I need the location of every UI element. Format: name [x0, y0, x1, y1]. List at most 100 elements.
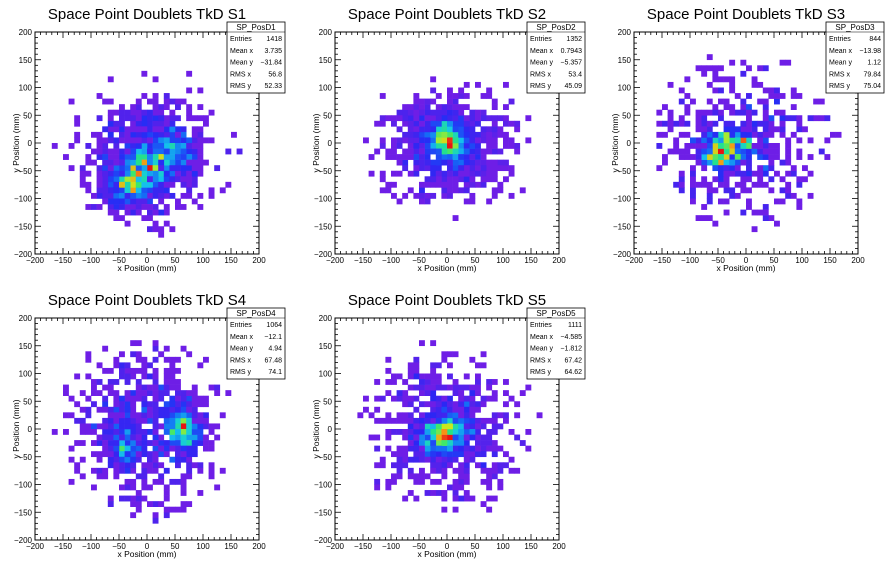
- histogram-bin: [113, 395, 120, 402]
- histogram-bin: [225, 390, 232, 396]
- stats-label: Mean x: [230, 334, 253, 341]
- histogram-bin: [768, 154, 775, 160]
- histogram-bin: [407, 104, 414, 110]
- histogram-bin: [191, 176, 198, 183]
- stats-value: 53.4: [568, 71, 582, 78]
- histogram-bin: [718, 137, 724, 144]
- histogram-bin: [186, 390, 193, 396]
- histogram-bin: [785, 137, 792, 144]
- histogram-bin: [96, 423, 103, 430]
- histogram-bin: [424, 417, 431, 424]
- histogram-bin: [667, 120, 674, 127]
- histogram-bin: [163, 187, 170, 194]
- histogram-bin: [379, 187, 386, 194]
- histogram-bin: [141, 170, 148, 177]
- histogram-bin: [197, 462, 204, 469]
- histogram-bin: [102, 154, 109, 160]
- x-tick-label: 100: [196, 542, 210, 551]
- histogram-bin: [180, 165, 187, 172]
- histogram-bin: [463, 131, 470, 138]
- histogram-bin: [491, 187, 498, 194]
- histogram-bin: [186, 434, 193, 441]
- histogram-bin: [130, 440, 137, 446]
- histogram-bin: [729, 131, 736, 138]
- histogram-bin: [469, 154, 476, 160]
- histogram-bin: [491, 115, 498, 122]
- histogram-bin: [407, 137, 414, 144]
- histogram-bin: [163, 384, 170, 391]
- histogram-bin: [158, 187, 165, 194]
- histogram-bin: [163, 131, 170, 138]
- histogram-bin: [124, 170, 131, 177]
- histogram-bin: [746, 131, 752, 138]
- histogram-bin: [113, 401, 120, 408]
- histogram-bin: [740, 148, 747, 155]
- histogram-cells: [51, 340, 232, 524]
- histogram-bin: [113, 417, 120, 424]
- histogram-bin: [147, 390, 153, 396]
- histogram-bin: [391, 115, 397, 122]
- histogram-bin: [85, 170, 92, 177]
- histogram-bin: [441, 473, 448, 480]
- histogram-bin: [191, 429, 198, 435]
- histogram-bin: [152, 170, 159, 177]
- histogram-bin: [169, 131, 176, 138]
- histogram-bin: [191, 198, 198, 205]
- histogram-bin: [197, 154, 204, 160]
- histogram-bin: [435, 109, 442, 116]
- histogram-bin: [734, 143, 741, 149]
- histogram-bin: [130, 406, 137, 413]
- histogram-bin: [402, 154, 409, 160]
- stats-value: 67.42: [564, 357, 582, 364]
- histogram-bin: [130, 131, 137, 138]
- histogram-bin: [452, 495, 459, 502]
- histogram-bin: [463, 395, 470, 402]
- histogram-bin: [135, 434, 142, 441]
- stats-value: 3.735: [264, 48, 282, 55]
- histogram-bin: [191, 181, 198, 188]
- histogram-bin: [74, 467, 81, 474]
- histogram-bin: [458, 126, 465, 133]
- histogram-bin: [435, 120, 442, 127]
- histogram-bin: [452, 170, 459, 177]
- histogram-bin: [475, 148, 481, 155]
- histogram-bin: [147, 462, 153, 469]
- y-tick-label: 150: [19, 56, 33, 65]
- histogram-bin: [147, 215, 153, 221]
- histogram-bin: [85, 412, 92, 419]
- histogram-bin: [441, 170, 448, 177]
- histogram-bin: [186, 501, 193, 507]
- stats-box-frame: [226, 307, 286, 380]
- histogram-bin: [147, 170, 153, 177]
- histogram-bin: [175, 390, 181, 396]
- stats-label: Mean y: [230, 60, 253, 67]
- histogram-bin: [158, 104, 165, 110]
- histogram-bin: [419, 429, 425, 435]
- histogram-bin: [746, 148, 752, 155]
- histogram-bin: [124, 126, 131, 133]
- histogram-bin: [424, 379, 431, 385]
- histogram-bin: [695, 154, 702, 160]
- histogram-bin: [130, 165, 137, 172]
- histogram-bin: [430, 390, 437, 396]
- histogram-bin: [74, 417, 81, 424]
- histogram-bin: [413, 423, 420, 430]
- histogram-bin: [407, 440, 414, 446]
- histogram-bin: [191, 412, 198, 419]
- histogram-bin: [402, 451, 409, 458]
- histogram-bin: [96, 93, 103, 99]
- histogram-bin: [734, 131, 741, 138]
- histogram-bin: [475, 165, 481, 172]
- histogram-bin: [152, 165, 159, 172]
- histogram-bin: [435, 170, 442, 177]
- histogram-bin: [197, 490, 204, 496]
- histogram-bin: [175, 401, 181, 408]
- histogram-bin: [163, 148, 170, 155]
- histogram-bin: [152, 115, 159, 122]
- histogram-bin: [718, 198, 724, 205]
- histogram-bin: [152, 176, 159, 183]
- histogram-bin: [141, 362, 148, 369]
- histogram-bin: [491, 192, 498, 199]
- histogram-bin: [147, 148, 153, 155]
- histogram-bin: [180, 204, 187, 210]
